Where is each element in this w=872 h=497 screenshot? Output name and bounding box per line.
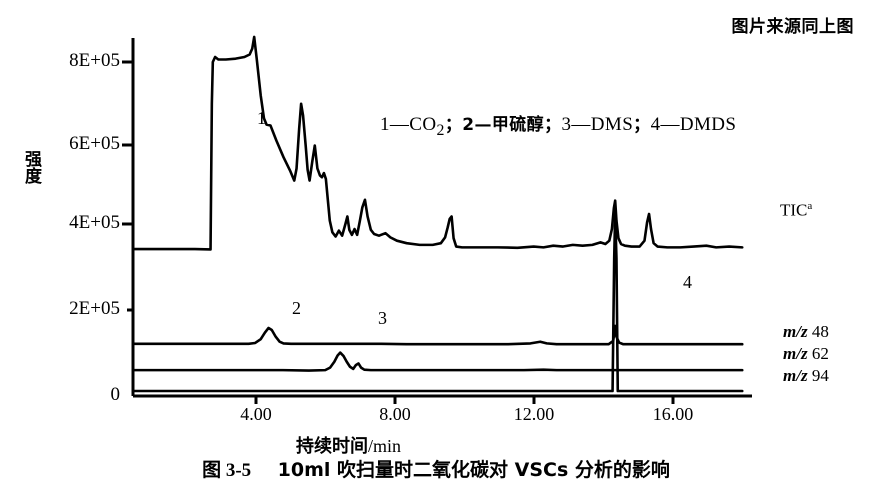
legend-separator-1: ； [444, 115, 463, 135]
mz-value: 62 [811, 344, 829, 363]
trace-m-z-48 [133, 324, 744, 346]
chart-svg [122, 35, 752, 404]
x-tick-label-8: 8.00 [379, 404, 411, 424]
trace-label-tic-superscript: a [807, 200, 813, 212]
mz-prefix: m/z [783, 322, 808, 341]
legend-item-2: 2—甲硫醇 [462, 115, 545, 135]
legend-item-1-subscript: 2 [436, 121, 445, 139]
peak-annotation-3: 3 [378, 308, 387, 328]
y-axis-title: 强度 [21, 150, 41, 184]
legend-item-1: 1—CO [380, 114, 437, 135]
y-tick-label-8e05: 8E+05 [69, 50, 120, 71]
y-tick-label-6e05: 6E+05 [69, 133, 120, 154]
source-note: 图片来源同上图 [731, 17, 854, 37]
y-tick-label-4e05: 4E+05 [69, 212, 120, 233]
x-tick-label-12: 12.00 [513, 404, 555, 424]
figure-caption-text: 10ml 吹扫量时二氧化碳对 VSCs 分析的影响 [277, 459, 670, 481]
mz-prefix: m/z [783, 344, 808, 363]
trace-group [133, 35, 744, 393]
trace-label-tic-text: TIC [780, 200, 808, 220]
x-tick-label-16: 16.00 [652, 404, 694, 424]
x-tick-marks [254, 396, 675, 404]
mz-prefix: m/z [783, 366, 808, 385]
legend-item-4: 4—DMDS [650, 114, 737, 135]
peak-legend: 1—CO2；2—甲硫醇；3—DMS；4—DMDS [380, 110, 736, 140]
peak-annotation-2: 2 [292, 298, 301, 318]
x-tick-label-4: 4.00 [240, 404, 272, 424]
figure-caption: 图 3-5 10ml 吹扫量时二氧化碳对 VSCs 分析的影响 [0, 455, 872, 482]
legend-separator-3: ； [633, 115, 651, 135]
x-axis-title-unit: /min [368, 436, 402, 456]
peak-annotation-4: 4 [683, 272, 692, 292]
y-tick-label-2e05: 2E+05 [69, 298, 120, 319]
trace-label-tic: TICa [780, 200, 812, 221]
peak-annotation-1: 1 [257, 108, 266, 128]
x-axis-title-cjk: 持续时间 [296, 436, 368, 457]
legend-separator-2: ； [544, 115, 562, 135]
y-tick-label-0: 0 [110, 384, 121, 405]
axes-group [131, 38, 752, 398]
trace-tic [133, 35, 744, 251]
trace-label-mz94: m/z 94 [783, 366, 829, 386]
chromatogram-plot [122, 35, 752, 404]
legend-item-3: 3—DMS [561, 114, 634, 135]
mz-value: 94 [811, 366, 829, 385]
trace-label-mz62: m/z 62 [783, 344, 829, 364]
trace-m-z-94 [133, 213, 744, 393]
mz-value: 48 [811, 322, 829, 341]
x-axis-title: 持续时间/min [296, 432, 401, 458]
y-tick-marks [122, 60, 133, 312]
figure-caption-label: 图 3-5 [202, 460, 252, 481]
trace-m-z-62 [133, 351, 744, 372]
trace-label-mz48: m/z 48 [783, 322, 829, 342]
